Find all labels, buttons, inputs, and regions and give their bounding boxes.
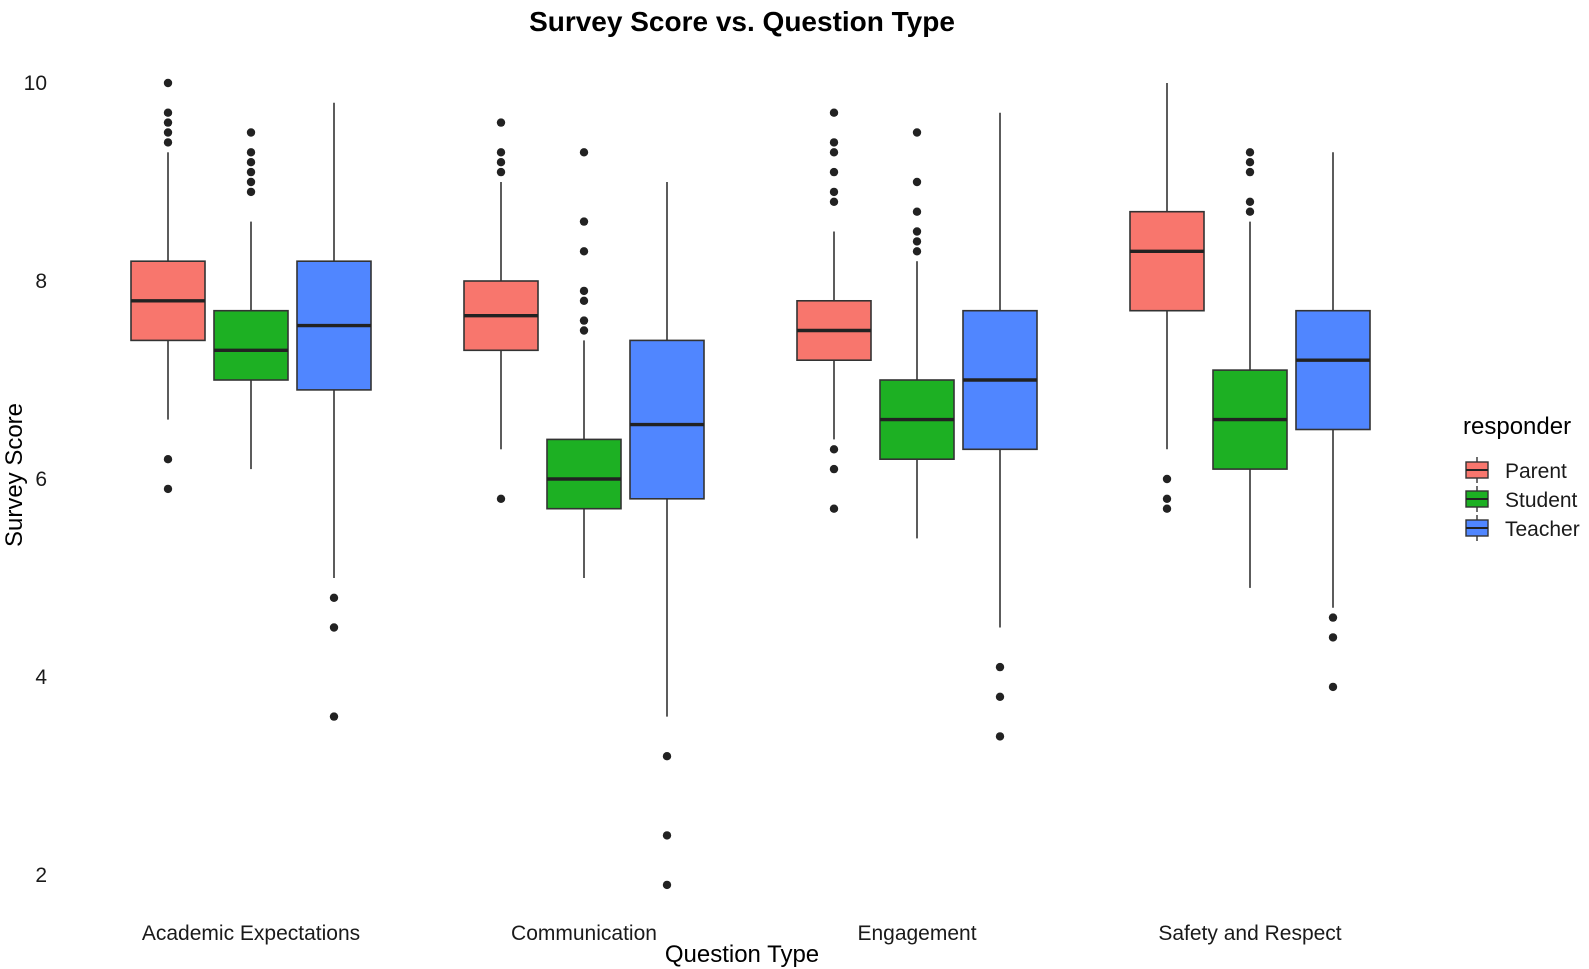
outlier-point (579, 148, 589, 157)
outlier-point (579, 247, 589, 256)
x-tick-label: Academic Expectations (142, 922, 360, 945)
box-student-4 (1212, 148, 1288, 588)
x-axis-title: Question Type (665, 941, 819, 968)
x-tick-label: Safety and Respect (1158, 922, 1341, 945)
x-tick-label: Engagement (857, 922, 976, 945)
outlier-point (829, 148, 839, 157)
box-student-1 (213, 128, 289, 470)
outlier-point (246, 148, 256, 157)
outlier-point (829, 138, 839, 147)
plot-area: 2 4 6 8 10 Academic Expectations Communication… (24, 72, 1371, 945)
outlier-point (163, 78, 173, 88)
outlier-point (1245, 148, 1255, 157)
outlier-point (995, 732, 1005, 741)
outlier-point (1328, 633, 1338, 642)
outlier-point (912, 227, 922, 236)
outlier-point (163, 118, 173, 127)
outlier-point (912, 237, 922, 246)
outlier-point (1245, 167, 1255, 177)
legend-item-parent: Parent (1465, 457, 1567, 483)
outlier-point (829, 187, 839, 197)
outlier-point (496, 167, 506, 177)
box-parent-3 (796, 108, 872, 513)
box-body (546, 438, 622, 510)
box-parent-2 (463, 118, 539, 503)
y-axis-title: Survey Score (1, 403, 28, 547)
legend-title: responder (1463, 413, 1571, 440)
outlier-point (163, 108, 173, 117)
box-body (1295, 309, 1371, 431)
outlier-point (829, 445, 839, 454)
outlier-point (662, 880, 672, 890)
y-tick-label: 4 (35, 666, 47, 689)
legend-item-student: Student (1465, 486, 1578, 512)
outlier-point (912, 177, 922, 187)
box-body (629, 339, 705, 500)
outlier-point (163, 138, 173, 147)
outlier-point (246, 167, 256, 177)
outlier-point (496, 158, 506, 167)
box-parent-1 (130, 78, 206, 494)
outlier-point (579, 316, 589, 325)
outlier-point (579, 286, 589, 296)
outlier-point (579, 326, 589, 335)
outlier-point (329, 593, 339, 602)
outlier-point (1328, 682, 1338, 692)
box-parent-4 (1129, 83, 1205, 513)
outlier-point (662, 831, 672, 840)
outlier-point (995, 692, 1005, 701)
legend-item-teacher: Teacher (1465, 515, 1580, 541)
outlier-point (829, 504, 839, 513)
outlier-point (579, 217, 589, 226)
outlier-point (1162, 504, 1172, 513)
x-tick-label: Communication (511, 922, 657, 945)
outlier-point (163, 455, 173, 464)
outlier-point (329, 712, 339, 721)
outlier-point (1328, 613, 1338, 622)
box-teacher-3 (962, 112, 1038, 741)
outlier-point (829, 108, 839, 117)
outlier-point (496, 118, 506, 127)
y-tick-label: 8 (35, 270, 47, 293)
box-student-3 (879, 128, 955, 539)
outlier-point (579, 296, 589, 305)
outlier-point (163, 484, 173, 494)
outlier-point (246, 158, 256, 167)
outlier-point (829, 464, 839, 474)
y-tick-label: 10 (24, 72, 47, 95)
outlier-point (829, 167, 839, 177)
y-tick-label: 2 (35, 864, 47, 887)
outlier-point (912, 247, 922, 256)
outlier-point (246, 128, 256, 137)
legend-label: Teacher (1505, 518, 1580, 541)
legend-label: Parent (1505, 460, 1567, 483)
outlier-point (662, 752, 672, 761)
outlier-point (1162, 474, 1172, 484)
outlier-point (912, 207, 922, 216)
legend-label: Student (1505, 489, 1578, 512)
box-student-2 (546, 148, 622, 578)
outlier-point (329, 623, 339, 632)
outlier-point (1245, 197, 1255, 206)
chart-title: Survey Score vs. Question Type (529, 6, 955, 37)
outlier-point (246, 177, 256, 187)
box-teacher-1 (296, 102, 372, 721)
outlier-point (1162, 494, 1172, 503)
outlier-point (912, 128, 922, 137)
outlier-point (829, 197, 839, 206)
outlier-point (496, 148, 506, 157)
box-body (1129, 210, 1205, 312)
box-body (213, 309, 289, 381)
outlier-point (246, 187, 256, 197)
outlier-point (163, 128, 173, 137)
box-teacher-4 (1295, 152, 1371, 692)
box-teacher-2 (629, 182, 705, 890)
outlier-point (1245, 207, 1255, 216)
y-tick-label: 6 (35, 468, 47, 491)
outlier-point (496, 494, 506, 503)
legend: responder Parent Student Teacher (1463, 413, 1580, 541)
outlier-point (995, 662, 1005, 672)
outlier-point (1245, 158, 1255, 167)
